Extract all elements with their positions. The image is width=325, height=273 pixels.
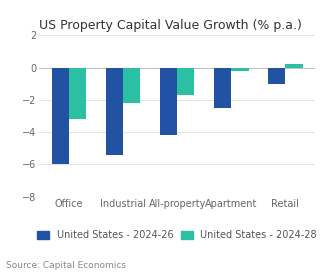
Bar — [69, 68, 86, 119]
Text: US Property Capital Value Growth (% p.a.): US Property Capital Value Growth (% p.a.… — [39, 19, 302, 32]
Text: Source: Capital Economics: Source: Capital Economics — [6, 261, 126, 270]
Bar — [160, 68, 177, 135]
Bar — [52, 68, 69, 164]
Bar — [214, 68, 231, 108]
Bar — [177, 68, 194, 95]
Bar — [106, 68, 123, 155]
Bar — [268, 68, 285, 84]
Bar — [231, 68, 249, 71]
Legend: United States - 2024-26, United States - 2024-28: United States - 2024-26, United States -… — [37, 230, 317, 241]
Bar — [123, 68, 140, 103]
Bar — [285, 64, 303, 68]
